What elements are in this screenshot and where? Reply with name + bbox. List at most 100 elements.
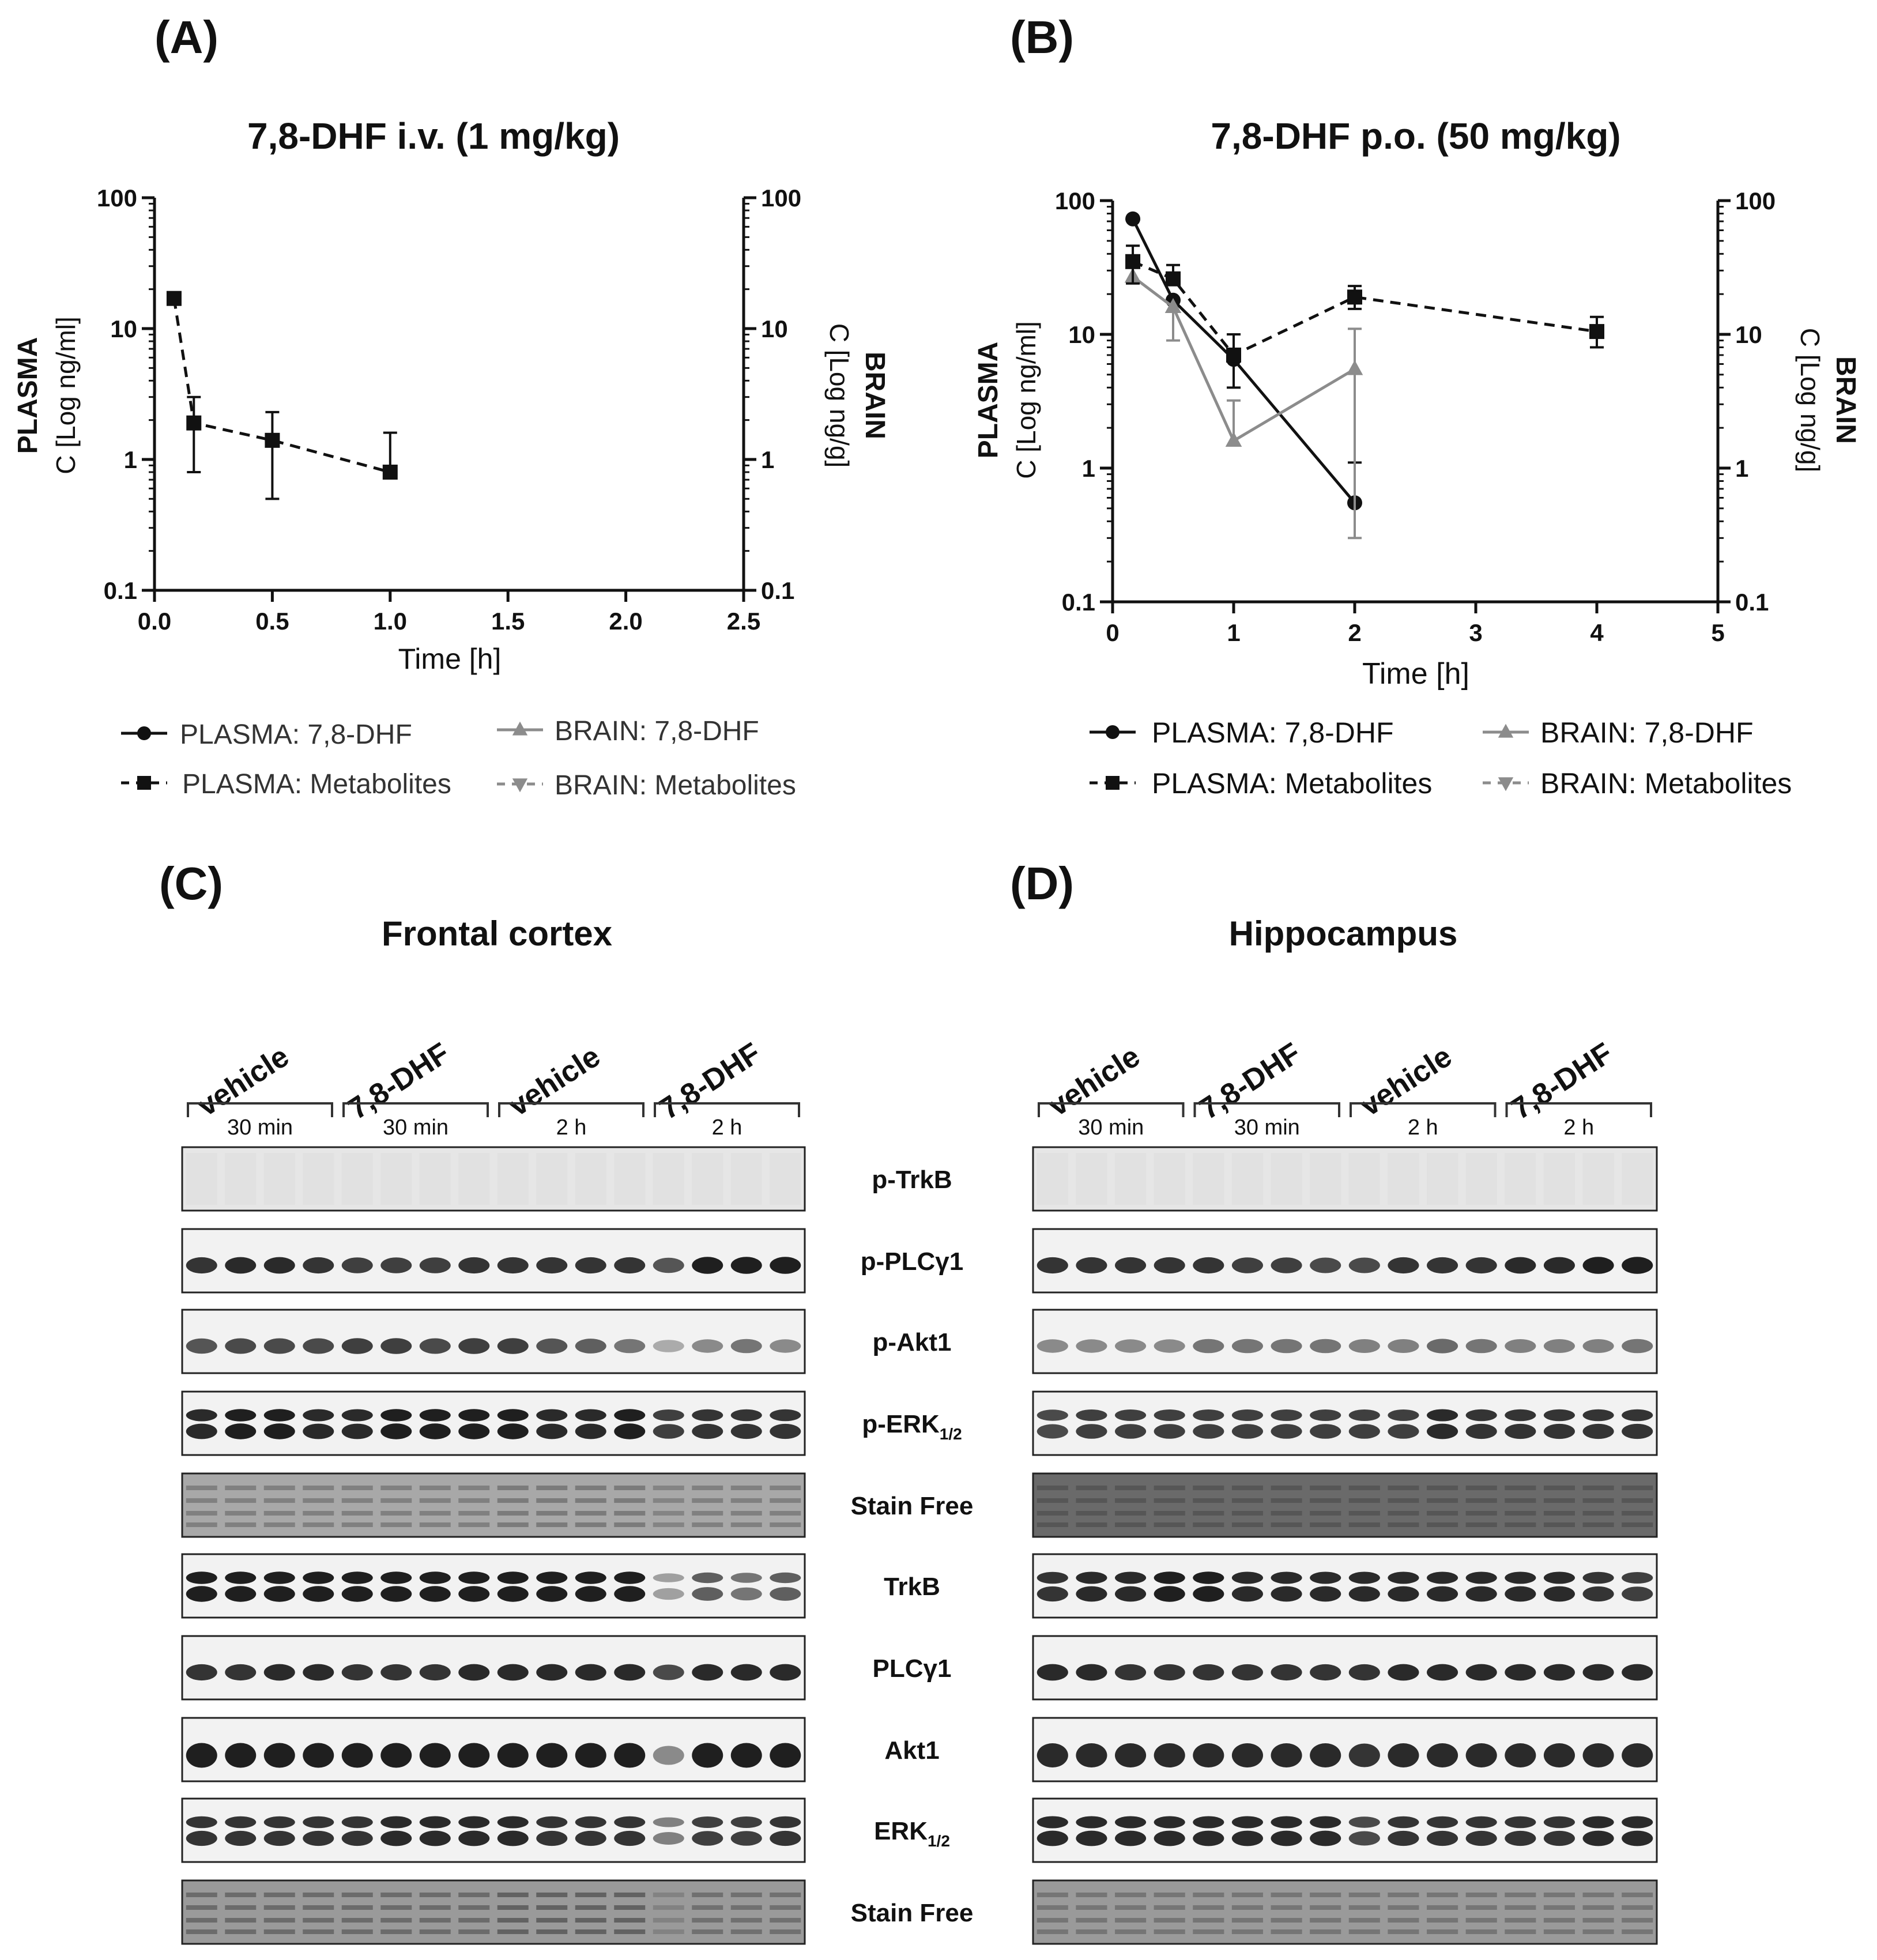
- blot-c-stain-band: [458, 1918, 490, 1923]
- blot-d-stain-band: [1154, 1511, 1185, 1516]
- blot-d-band-lower: [1310, 1586, 1341, 1602]
- blot-d-stain-band: [1037, 1893, 1068, 1897]
- blot-d-stain-band: [1465, 1905, 1497, 1910]
- blot-c-band-lower: [575, 1830, 606, 1846]
- chart-b-x-tick-label: 3: [1469, 619, 1482, 646]
- blot-c-stain-band: [380, 1522, 412, 1527]
- blot-d-band: [1388, 1339, 1419, 1353]
- blot-d-stain-band: [1115, 1893, 1147, 1897]
- blot-d-band-upper: [1622, 1409, 1653, 1422]
- chart-b-point-brain-7-8-dhf: [1225, 432, 1242, 447]
- blot-c-stain-band: [536, 1918, 568, 1923]
- blot-c-band-lower: [341, 1586, 373, 1602]
- blot-d-band: [1231, 1339, 1263, 1354]
- blot-d-band: [1037, 1153, 1068, 1205]
- blot-c-stain-band: [614, 1893, 646, 1897]
- blot-c-strip: [181, 1797, 806, 1863]
- blot-c-stain-band: [770, 1511, 801, 1516]
- blot-c-band: [263, 1257, 295, 1274]
- chart-a-series-line-plasma-metabolites: [172, 298, 391, 474]
- blot-d-band-upper: [1582, 1409, 1614, 1422]
- blot-d-band: [1154, 1257, 1185, 1274]
- blot-d-band: [1465, 1339, 1497, 1354]
- blot-d-stain-band: [1193, 1918, 1224, 1923]
- blot-c-band: [770, 1257, 801, 1274]
- blot-d-band: [1582, 1339, 1614, 1353]
- blot-d-stain-band: [1076, 1918, 1107, 1923]
- chart-b-y-tick-label-right: 0.1: [1735, 589, 1769, 616]
- blot-c-band-lower: [341, 1423, 373, 1439]
- blot-c-stain-band: [225, 1522, 257, 1527]
- blot-c-band: [419, 1743, 451, 1768]
- blot-c-band-lower: [419, 1423, 451, 1439]
- blot-d-band: [1271, 1153, 1302, 1205]
- blot-d-band-upper: [1388, 1571, 1419, 1584]
- blot-c-band: [730, 1743, 762, 1768]
- chart-a-y-tick-label-left: 10: [110, 315, 137, 342]
- blot-d-stain-band: [1622, 1522, 1653, 1527]
- blot-c-band-upper: [770, 1409, 801, 1422]
- blot-d-stain-band: [1193, 1522, 1224, 1527]
- blot-d-band-upper: [1037, 1571, 1068, 1584]
- blot-c-band-lower: [614, 1830, 646, 1846]
- blot-c-stain-band: [303, 1905, 334, 1910]
- blot-c-stain-band: [692, 1486, 723, 1490]
- blot-c-band-lower: [341, 1830, 373, 1846]
- blot-d-stain-band: [1310, 1522, 1341, 1527]
- blot-d-band-upper: [1543, 1816, 1575, 1829]
- blot-c-band-lower: [536, 1586, 568, 1602]
- blot-d-stain-band: [1271, 1511, 1302, 1516]
- blot-d-stain-band: [1231, 1893, 1263, 1897]
- blot-c-band: [653, 1664, 684, 1680]
- blot-c-band: [653, 1257, 684, 1273]
- blot-d-band: [1154, 1664, 1185, 1681]
- blot-d-band-upper: [1271, 1409, 1302, 1421]
- blot-d-band: [1348, 1743, 1380, 1767]
- blot-c-band: [692, 1743, 723, 1768]
- blot-d-stain-band: [1543, 1918, 1575, 1923]
- blot-c-stain-band: [730, 1522, 762, 1527]
- blot-c-band-lower: [458, 1423, 490, 1439]
- blot-c-stain-band: [536, 1522, 568, 1527]
- blot-c-band: [536, 1257, 568, 1274]
- blot-d-band: [1465, 1153, 1497, 1205]
- blot-c-band: [730, 1339, 762, 1354]
- blot-d-band: [1505, 1664, 1536, 1681]
- blot-d-band: [1037, 1339, 1068, 1353]
- blot-c-stain-band: [186, 1929, 217, 1934]
- blot-d-stain-band: [1582, 1498, 1614, 1503]
- blot-d-band-lower: [1231, 1586, 1263, 1602]
- blot-c-band: [303, 1257, 334, 1274]
- blot-c-stain-band: [341, 1486, 373, 1490]
- blot-d-band: [1310, 1153, 1341, 1205]
- blot-d-stain-band: [1505, 1893, 1536, 1897]
- blot-d-band: [1388, 1664, 1419, 1681]
- blot-d-band: [1076, 1257, 1107, 1274]
- blot-c-band-upper: [186, 1409, 217, 1422]
- blot-c-band: [730, 1664, 762, 1681]
- blot-c-stain-band: [653, 1929, 684, 1934]
- chart-b-legend: [1090, 723, 1529, 791]
- blot-d-stain-band: [1622, 1929, 1653, 1934]
- legend-a-label-4: BRAIN: Metabolites: [555, 770, 796, 801]
- blot-c-stain-band: [497, 1498, 529, 1503]
- blot-d-stain-band: [1582, 1893, 1614, 1897]
- blot-row-label-subscript: 1/2: [940, 1425, 962, 1443]
- blot-c-stain-band: [186, 1918, 217, 1923]
- blot-c-band: [730, 1153, 762, 1205]
- blot-c-stain-band: [692, 1905, 723, 1910]
- blot-d-band: [1076, 1743, 1107, 1767]
- blot-c-band-lower: [692, 1423, 723, 1439]
- blot-c-stain-band: [730, 1498, 762, 1503]
- blot-d-stain-band: [1505, 1905, 1536, 1910]
- blot-c-band-lower: [575, 1586, 606, 1602]
- blot-c-stain-band: [303, 1486, 334, 1490]
- blot-d-band: [1037, 1743, 1068, 1767]
- blot-d-strip: [1032, 1472, 1658, 1538]
- blot-c-band-lower: [263, 1423, 295, 1439]
- blot-c-stain-band: [380, 1929, 412, 1934]
- blot-d-band-upper: [1037, 1816, 1068, 1829]
- blot-d-band-upper: [1505, 1409, 1536, 1422]
- blot-d-stain-band: [1115, 1522, 1147, 1527]
